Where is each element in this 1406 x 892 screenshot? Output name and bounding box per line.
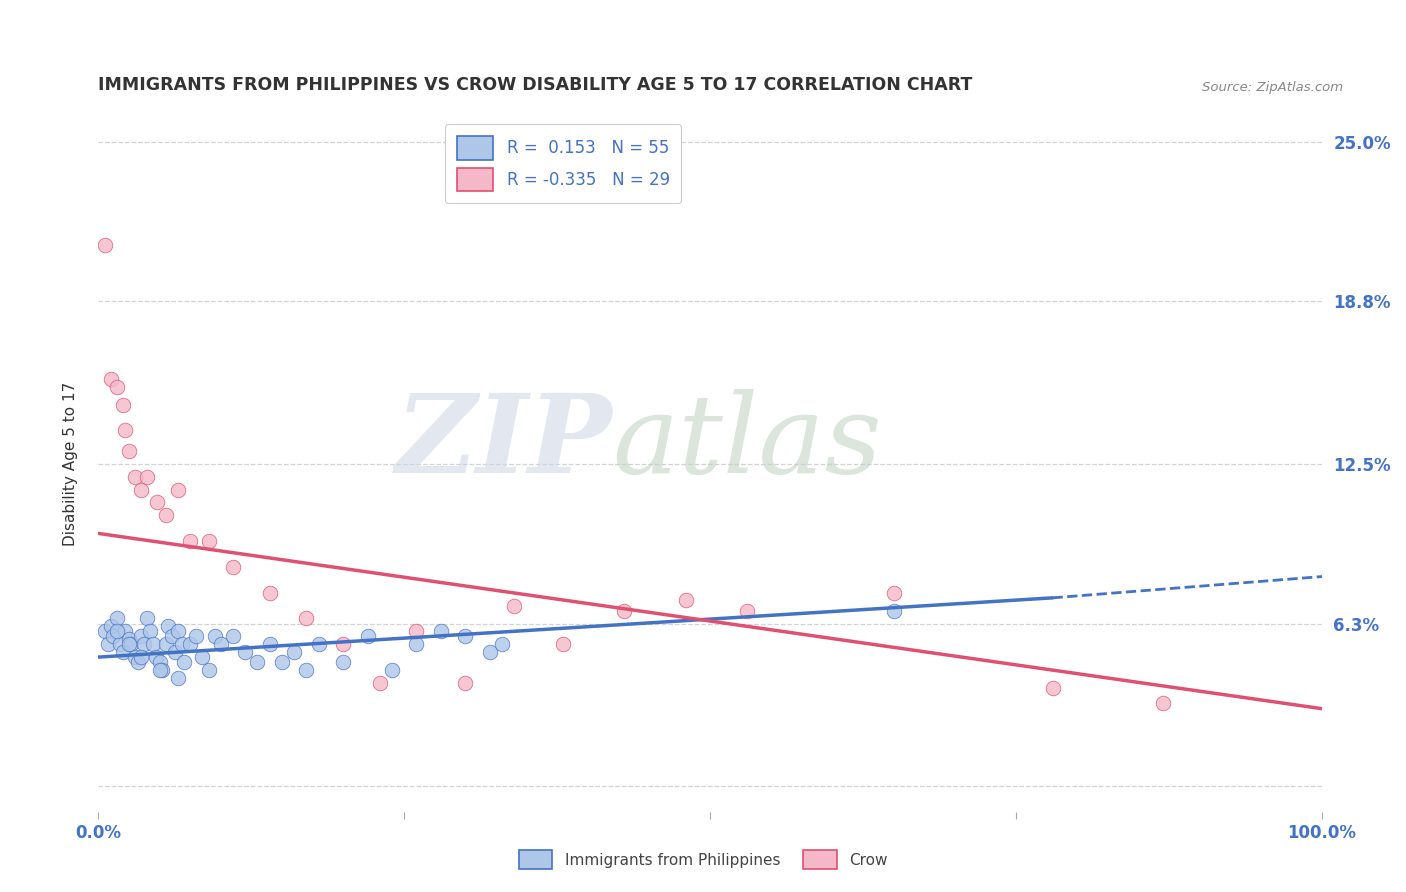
Point	[118, 444, 141, 458]
Point	[93, 624, 115, 639]
Point	[209, 637, 232, 651]
Point	[222, 630, 245, 644]
Point	[118, 637, 141, 651]
Point	[405, 624, 427, 639]
Point	[405, 637, 427, 651]
Point	[675, 593, 697, 607]
Point	[368, 676, 391, 690]
Point	[332, 637, 354, 651]
Point	[136, 469, 159, 483]
Point	[136, 611, 159, 625]
Point	[149, 655, 172, 669]
Point	[167, 624, 190, 639]
Point	[179, 637, 201, 651]
Text: IMMIGRANTS FROM PHILIPPINES VS CROW DISABILITY AGE 5 TO 17 CORRELATION CHART: IMMIGRANTS FROM PHILIPPINES VS CROW DISA…	[98, 76, 973, 94]
Point	[491, 637, 513, 651]
Point	[332, 655, 354, 669]
Point	[503, 599, 526, 613]
Point	[155, 508, 177, 523]
Point	[129, 483, 152, 497]
Point	[883, 604, 905, 618]
Point	[191, 650, 214, 665]
Point	[613, 604, 636, 618]
Point	[139, 624, 162, 639]
Point	[129, 650, 152, 665]
Point	[454, 676, 477, 690]
Point	[186, 630, 208, 644]
Point	[170, 637, 193, 651]
Point	[110, 637, 132, 651]
Point	[150, 663, 173, 677]
Point	[204, 630, 226, 644]
Point	[114, 423, 136, 437]
Point	[259, 637, 281, 651]
Text: atlas: atlas	[612, 389, 882, 497]
Text: ZIP: ZIP	[395, 389, 612, 497]
Point	[132, 637, 155, 651]
Point	[124, 469, 146, 483]
Point	[105, 624, 128, 639]
Point	[111, 398, 134, 412]
Point	[246, 655, 269, 669]
Point	[118, 632, 141, 646]
Point	[430, 624, 453, 639]
Point	[179, 534, 201, 549]
Point	[381, 663, 404, 677]
Point	[883, 585, 905, 599]
Point	[1042, 681, 1064, 695]
Point	[155, 637, 177, 651]
Point	[167, 671, 190, 685]
Legend: Immigrants from Philippines, Crow: Immigrants from Philippines, Crow	[513, 844, 893, 875]
Point	[222, 560, 245, 574]
Point	[93, 237, 115, 252]
Point	[100, 372, 122, 386]
Point	[145, 650, 167, 665]
Point	[295, 663, 318, 677]
Point	[120, 637, 142, 651]
Point	[308, 637, 330, 651]
Point	[167, 483, 190, 497]
Point	[127, 655, 149, 669]
Point	[157, 619, 180, 633]
Point	[197, 534, 219, 549]
Point	[142, 637, 165, 651]
Point	[259, 585, 281, 599]
Point	[149, 663, 172, 677]
Point	[114, 624, 136, 639]
Point	[173, 655, 195, 669]
Point	[129, 630, 152, 644]
Point	[146, 495, 169, 509]
Point	[553, 637, 575, 651]
Point	[454, 630, 477, 644]
Point	[233, 645, 256, 659]
Point	[165, 645, 187, 659]
Point	[270, 655, 294, 669]
Point	[105, 379, 128, 393]
Y-axis label: Disability Age 5 to 17: Disability Age 5 to 17	[63, 382, 77, 546]
Point	[295, 611, 318, 625]
Point	[124, 650, 146, 665]
Point	[105, 611, 128, 625]
Point	[100, 619, 122, 633]
Point	[356, 630, 378, 644]
Point	[111, 645, 134, 659]
Point	[101, 630, 124, 644]
Text: Source: ZipAtlas.com: Source: ZipAtlas.com	[1202, 80, 1343, 94]
Point	[197, 663, 219, 677]
Point	[478, 645, 501, 659]
Point	[97, 637, 120, 651]
Point	[160, 630, 183, 644]
Point	[1152, 697, 1174, 711]
Point	[283, 645, 305, 659]
Point	[735, 604, 758, 618]
Legend: R =  0.153   N = 55, R = -0.335   N = 29: R = 0.153 N = 55, R = -0.335 N = 29	[446, 124, 682, 203]
